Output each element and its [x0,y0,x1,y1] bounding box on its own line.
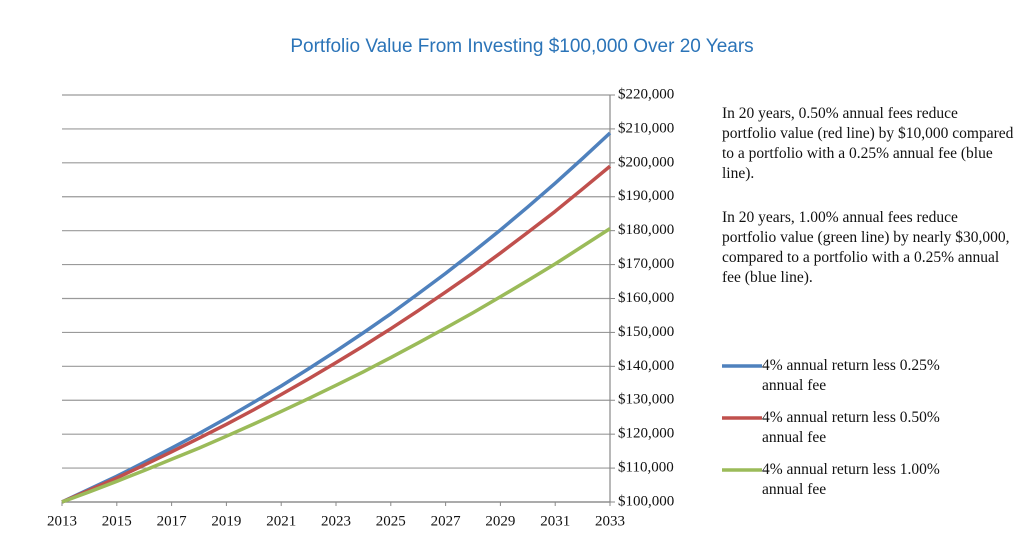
y-tick-label: $200,000 [618,154,674,170]
y-tick-label: $180,000 [618,222,674,238]
x-tick-label: 2033 [595,513,625,529]
annotation: In 20 years, 1.00% annual fees reduce po… [722,209,1010,286]
y-tick-label: $150,000 [618,324,674,340]
y-tick-label: $220,000 [618,86,674,102]
y-tick-label: $170,000 [618,256,674,272]
annotation: In 20 years, 0.50% annual fees reduce po… [722,105,1014,182]
x-tick-label: 2029 [485,513,515,529]
y-tick-label: $110,000 [618,460,674,476]
legend-swatch [722,468,762,472]
chart-title: Portfolio Value From Investing $100,000 … [290,36,753,57]
x-tick-label: 2021 [266,513,296,529]
legend-label: 4% annual return less 0.50% annual fee [762,409,940,446]
series-line [61,164,612,504]
x-tick-label: 2015 [102,513,132,529]
y-tick-label: $120,000 [618,426,674,442]
x-tick-label: 2023 [321,513,351,529]
series-line [61,227,611,504]
x-tick-label: 2013 [47,513,77,529]
x-tick-label: 2025 [376,513,406,529]
y-tick-label: $190,000 [618,188,674,204]
legend-entry: 4% annual return less 0.25% annual fee [722,356,1022,408]
legend-label: 4% annual return less 1.00% annual fee [762,461,940,498]
y-tick-label: $160,000 [618,290,674,306]
legend-swatch [722,364,762,368]
legend: 4% annual return less 0.25% annual fee 4%… [722,356,1022,512]
x-tick-label: 2027 [431,513,462,529]
y-tick-label: $210,000 [618,120,674,136]
legend-entry: 4% annual return less 1.00% annual fee [722,460,1022,512]
x-tick-label: 2031 [540,513,570,529]
legend-label: 4% annual return less 0.25% annual fee [762,357,940,394]
y-tick-label: $130,000 [618,392,674,408]
y-tick-label: $100,000 [618,493,674,509]
legend-entry: 4% annual return less 0.50% annual fee [722,408,1022,460]
series-line [61,131,612,504]
legend-swatch [722,416,762,420]
x-tick-label: 2017 [157,513,188,529]
y-tick-label: $140,000 [618,358,674,374]
x-tick-label: 2019 [211,513,241,529]
